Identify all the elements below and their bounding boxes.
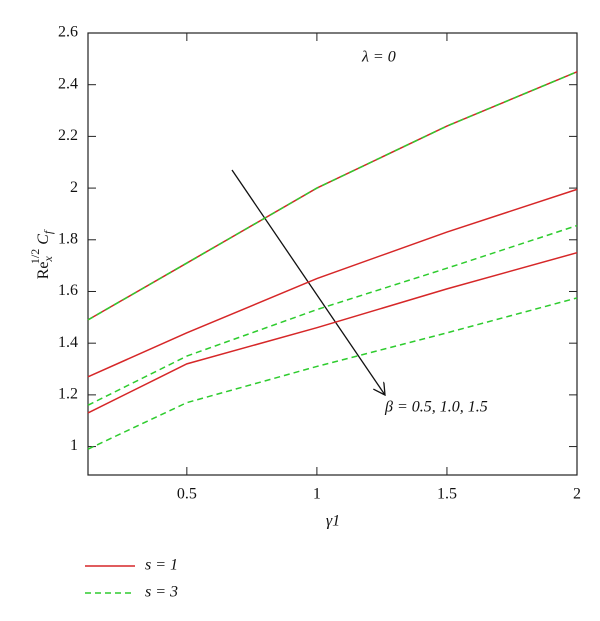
y-tick-label: 1.2: [58, 386, 78, 403]
y-label-part: C: [35, 234, 52, 249]
data-line: [87, 71, 578, 321]
x-tick-label: 1: [313, 486, 321, 503]
data-line: [87, 188, 578, 378]
data-line: [87, 251, 578, 414]
y-tick-label: 2.2: [58, 127, 78, 144]
data-line: [87, 224, 578, 406]
legend-label: s = 1: [145, 557, 178, 574]
y-tick-label: 2: [70, 179, 78, 196]
annotation: λ = 0: [361, 49, 396, 66]
data-line: [87, 71, 578, 321]
y-tick-label: 1.8: [58, 230, 78, 247]
y-axis-label: Rex1/2 Cf: [28, 229, 55, 279]
y-label-part: f: [41, 229, 55, 234]
y-tick-label: 1.6: [58, 282, 78, 299]
x-tick-label: 2: [573, 486, 581, 503]
x-axis-label: γ1: [326, 513, 340, 530]
y-tick-label: 2.6: [58, 24, 78, 41]
plot-frame: [87, 32, 578, 476]
y-label-part: x: [41, 255, 55, 262]
y-tick-label: 1: [70, 437, 78, 454]
y-label-part: Re: [35, 261, 52, 279]
x-tick-label: 0.5: [177, 486, 197, 503]
data-line: [87, 297, 578, 450]
x-tick-label: 1.5: [437, 486, 457, 503]
y-tick-label: 1.4: [58, 334, 78, 351]
y-label-part: 1/2: [28, 249, 42, 264]
annotation: β = 0.5, 1.0, 1.5: [384, 399, 488, 416]
y-tick-label: 2.4: [58, 75, 78, 92]
legend-label: s = 3: [145, 584, 178, 601]
